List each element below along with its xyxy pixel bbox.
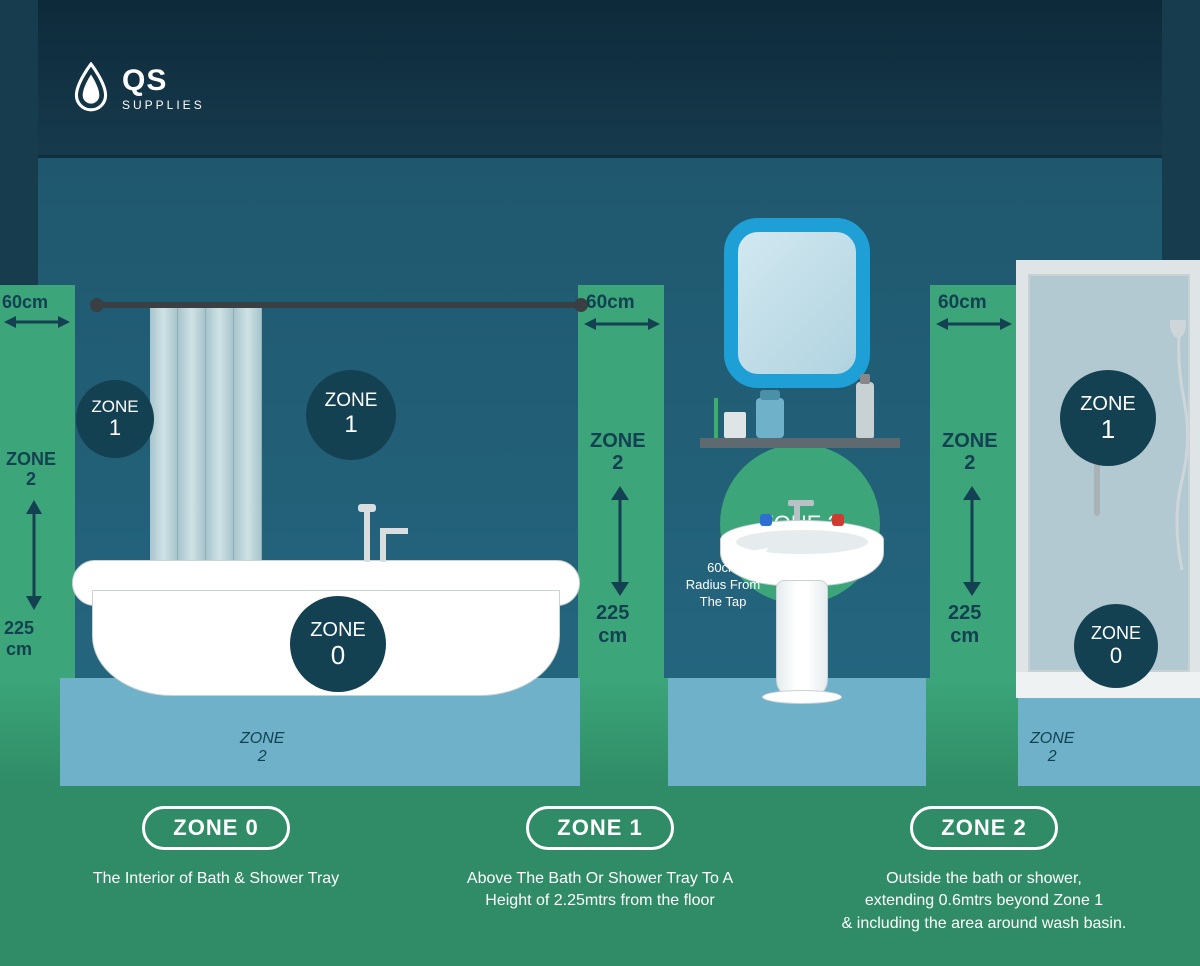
arrow-h-left — [4, 312, 70, 332]
brand-sub: SUPPLIES — [122, 98, 205, 112]
cup-icon — [724, 412, 746, 438]
legend-zone2-text: Outside the bath or shower, extending 0.… — [804, 868, 1164, 935]
shower-hose-icon — [1150, 320, 1190, 580]
meas-225-right: 225 cm — [948, 602, 981, 648]
legend-zone1: ZONE 1 Above The Bath Or Shower Tray To … — [420, 806, 780, 913]
shower-door-handle — [1094, 460, 1100, 516]
meas-60-left: 60cm — [2, 292, 48, 313]
droplet-icon — [70, 62, 112, 114]
legend-zone0-title: ZONE 0 — [142, 806, 289, 850]
cold-tap-icon — [760, 514, 772, 526]
floor-zone2-right: ZONE 2 — [1030, 730, 1074, 765]
shower-curtain — [150, 308, 262, 568]
legend-zone2: ZONE 2 Outside the bath or shower, exten… — [804, 806, 1164, 935]
rail-cap-left — [90, 298, 104, 312]
hot-tap-icon — [832, 514, 844, 526]
meas-225-mid: 225 cm — [596, 602, 629, 648]
toothbrush-icon — [714, 398, 718, 438]
meas-225-left: 225 cm — [4, 618, 34, 660]
legend-band: ZONE 0 The Interior of Bath & Shower Tra… — [0, 786, 1200, 966]
legend-zone1-text: Above The Bath Or Shower Tray To A Heigh… — [420, 868, 780, 913]
zone2-label-left: ZONE 2 — [6, 450, 56, 490]
legend-zone2-title: ZONE 2 — [910, 806, 1057, 850]
legend-zone0-text: The Interior of Bath & Shower Tray — [36, 868, 396, 890]
arrow-h-mid — [584, 314, 660, 334]
brand-logo: QS SUPPLIES — [70, 62, 205, 114]
zone1-badge-bath-mid: ZONE 1 — [306, 370, 396, 460]
bathroom-zones-infographic: ZONE 2 QS SUPPLIES — [0, 0, 1200, 966]
zone1-badge-shower: ZONE 1 — [1060, 370, 1156, 466]
note-arrow-icon — [740, 548, 770, 568]
legend-zone0: ZONE 0 The Interior of Bath & Shower Tra… — [36, 806, 396, 890]
shelf — [700, 438, 900, 448]
zone2-label-mid: ZONE 2 — [590, 430, 646, 474]
bottle-icon — [756, 398, 784, 438]
arrow-v-left — [22, 500, 46, 610]
mirror — [724, 218, 870, 388]
zone0-badge-shower: ZONE 0 — [1074, 604, 1158, 688]
zone2-label-right: ZONE 2 — [942, 430, 998, 474]
arrow-h-right — [936, 314, 1012, 334]
legend-zone1-title: ZONE 1 — [526, 806, 673, 850]
arrow-v-right — [958, 486, 986, 596]
meas-60-mid: 60cm — [586, 292, 635, 314]
brand-name: QS — [122, 64, 205, 98]
bottle-cap-icon — [760, 390, 780, 400]
spray-cap-icon — [860, 374, 870, 384]
zone1-badge-bath-left: ZONE 1 — [76, 380, 154, 458]
arrow-v-mid — [606, 486, 634, 596]
ceiling-edge — [38, 155, 1162, 158]
meas-60-right: 60cm — [938, 292, 987, 314]
zone0-badge-bath: ZONE 0 — [290, 596, 386, 692]
spray-can-icon — [856, 382, 874, 438]
floor-zone2-left: ZONE 2 — [240, 730, 284, 765]
